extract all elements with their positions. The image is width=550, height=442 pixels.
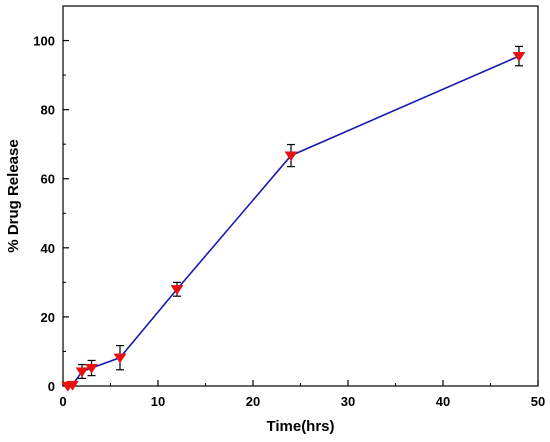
data-point (113, 353, 127, 364)
x-tick-label: 40 (436, 394, 450, 409)
x-axis-title: Time(hrs) (266, 418, 334, 435)
y-tick-label: 80 (41, 103, 55, 118)
y-tick-label: 100 (33, 34, 55, 49)
y-tick-label: 40 (41, 241, 55, 256)
plot-frame (62, 5, 539, 387)
x-tick-label: 10 (151, 394, 165, 409)
x-tick-label: 0 (59, 394, 66, 409)
y-axis-ticks: 0 20 40 60 80 100 (33, 34, 69, 394)
x-tick-label: 20 (246, 394, 260, 409)
data-point (284, 151, 298, 162)
data-point (512, 51, 526, 62)
data-point (66, 380, 79, 391)
x-axis-ticks: 0 10 20 30 40 50 (59, 380, 545, 409)
y-tick-label: 60 (41, 172, 55, 187)
data-point (170, 285, 184, 295)
y-tick-label: 0 (48, 379, 55, 394)
x-tick-label: 50 (531, 394, 545, 409)
y-axis-title: % Drug Release (5, 139, 22, 252)
series-group (61, 45, 526, 392)
data-point (85, 363, 98, 374)
x-tick-label: 30 (341, 394, 355, 409)
data-point (75, 367, 89, 378)
series-line (67, 55, 520, 387)
y-tick-label: 20 (41, 310, 55, 325)
